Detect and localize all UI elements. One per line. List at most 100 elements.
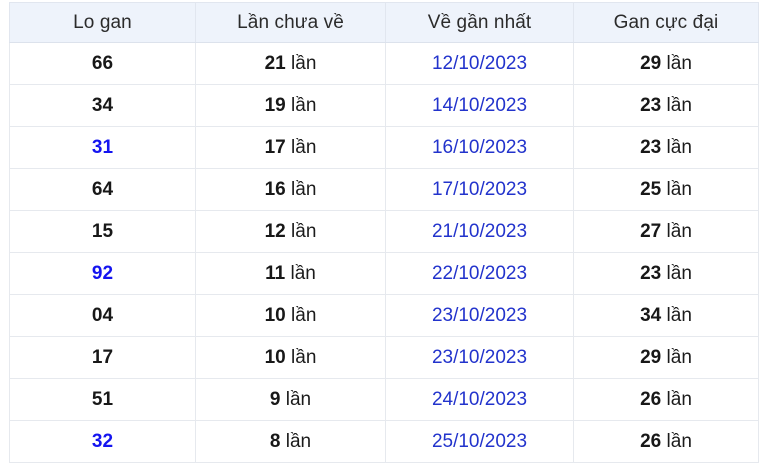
lan-chua-ve-count: 10 [264, 304, 286, 326]
column-header-lo-gan: Lo gan [9, 2, 196, 43]
unit-label: lần [666, 346, 692, 368]
cell-lan-chua-ve: 8 lần [195, 420, 386, 463]
ve-gan-nhat-date-link[interactable]: 12/10/2023 [431, 52, 528, 74]
table-body: 66 21 lần 12/10/2023 29 lần 34 19 lần 14/10/20… [9, 42, 759, 463]
table-row: 34 19 lần 14/10/2023 23 lần [9, 84, 759, 127]
table-row: 31 17 lần 16/10/2023 23 lần [9, 126, 759, 169]
gan-cuc-dai-count: 26 [640, 430, 662, 452]
cell-ve-gan-nhat[interactable]: 17/10/2023 [385, 168, 574, 211]
unit-label: lần [666, 94, 692, 116]
ve-gan-nhat-date-link[interactable]: 23/10/2023 [431, 304, 528, 326]
cell-ve-gan-nhat[interactable]: 23/10/2023 [385, 336, 574, 379]
cell-lan-chua-ve: 17 lần [195, 126, 386, 169]
table-row: 51 9 lần 24/10/2023 26 lần [9, 378, 759, 421]
table-row: 64 16 lần 17/10/2023 25 lần [9, 168, 759, 211]
cell-gan-cuc-dai: 29 lần [573, 336, 759, 379]
cell-gan-cuc-dai: 25 lần [573, 168, 759, 211]
cell-lan-chua-ve: 21 lần [195, 42, 386, 85]
ve-gan-nhat-date-link[interactable]: 25/10/2023 [431, 430, 528, 452]
gan-cuc-dai-count: 27 [640, 220, 662, 242]
ve-gan-nhat-date-link[interactable]: 22/10/2023 [431, 262, 528, 284]
cell-ve-gan-nhat[interactable]: 22/10/2023 [385, 252, 574, 295]
cell-gan-cuc-dai: 23 lần [573, 84, 759, 127]
cell-lo-gan: 32 [9, 420, 196, 463]
cell-ve-gan-nhat[interactable]: 12/10/2023 [385, 42, 574, 85]
lan-chua-ve-count: 19 [264, 94, 286, 116]
ve-gan-nhat-date-link[interactable]: 16/10/2023 [431, 136, 528, 158]
cell-gan-cuc-dai: 23 lần [573, 252, 759, 295]
column-header-gan-cuc-dai: Gan cực đại [573, 2, 759, 43]
lan-chua-ve-count: 17 [264, 136, 286, 158]
lo-gan-number: 51 [91, 388, 114, 410]
gan-cuc-dai-count: 34 [640, 304, 662, 326]
lan-chua-ve-count: 8 [269, 430, 281, 452]
ve-gan-nhat-date-link[interactable]: 23/10/2023 [431, 346, 528, 368]
unit-label: lần [285, 430, 312, 452]
cell-lo-gan: 04 [9, 294, 196, 337]
unit-label: lần [666, 262, 692, 284]
ve-gan-nhat-date-link[interactable]: 21/10/2023 [431, 220, 528, 242]
cell-lo-gan: 17 [9, 336, 196, 379]
lan-chua-ve-count: 9 [269, 388, 281, 410]
lo-gan-table-container: Lo gan Lần chưa về Về gần nhất Gan cực đ… [9, 2, 759, 463]
table-row: 15 12 lần 21/10/2023 27 lần [9, 210, 759, 253]
table-header-row: Lo gan Lần chưa về Về gần nhất Gan cực đ… [9, 2, 759, 43]
unit-label: lần [666, 52, 692, 74]
cell-ve-gan-nhat[interactable]: 24/10/2023 [385, 378, 574, 421]
cell-lo-gan: 64 [9, 168, 196, 211]
lo-gan-number: 32 [91, 430, 114, 452]
cell-ve-gan-nhat[interactable]: 21/10/2023 [385, 210, 574, 253]
unit-label: lần [291, 304, 317, 326]
gan-cuc-dai-count: 25 [640, 178, 662, 200]
cell-ve-gan-nhat[interactable]: 25/10/2023 [385, 420, 574, 463]
lo-gan-number: 66 [91, 52, 114, 74]
lan-chua-ve-count: 11 [265, 262, 286, 284]
unit-label: lần [291, 136, 317, 158]
cell-lo-gan: 34 [9, 84, 196, 127]
table-row: 32 8 lần 25/10/2023 26 lần [9, 420, 759, 463]
cell-lo-gan: 15 [9, 210, 196, 253]
ve-gan-nhat-date-link[interactable]: 17/10/2023 [431, 178, 528, 200]
cell-lan-chua-ve: 19 lần [195, 84, 386, 127]
column-header-ve-gan-nhat: Về gần nhất [385, 2, 574, 43]
table-row: 92 11 lần 22/10/2023 23 lần [9, 252, 759, 295]
cell-gan-cuc-dai: 26 lần [573, 420, 759, 463]
unit-label: lần [291, 346, 317, 368]
lan-chua-ve-count: 10 [264, 346, 286, 368]
lan-chua-ve-count: 12 [264, 220, 286, 242]
cell-gan-cuc-dai: 34 lần [573, 294, 759, 337]
lan-chua-ve-count: 16 [264, 178, 286, 200]
cell-lo-gan: 92 [9, 252, 196, 295]
cell-ve-gan-nhat[interactable]: 16/10/2023 [385, 126, 574, 169]
cell-ve-gan-nhat[interactable]: 23/10/2023 [385, 294, 574, 337]
lo-gan-number: 34 [91, 94, 114, 116]
cell-lo-gan: 51 [9, 378, 196, 421]
unit-label: lần [290, 262, 316, 284]
lo-gan-number: 31 [91, 136, 114, 158]
table-row: 66 21 lần 12/10/2023 29 lần [9, 42, 759, 85]
gan-cuc-dai-count: 29 [640, 52, 662, 74]
ve-gan-nhat-date-link[interactable]: 14/10/2023 [431, 94, 528, 116]
unit-label: lần [291, 52, 317, 74]
unit-label: lần [291, 178, 317, 200]
unit-label: lần [291, 94, 317, 116]
cell-gan-cuc-dai: 23 lần [573, 126, 759, 169]
ve-gan-nhat-date-link[interactable]: 24/10/2023 [431, 388, 528, 410]
cell-lo-gan: 66 [9, 42, 196, 85]
cell-ve-gan-nhat[interactable]: 14/10/2023 [385, 84, 574, 127]
lan-chua-ve-count: 21 [264, 52, 286, 74]
cell-lan-chua-ve: 16 lần [195, 168, 386, 211]
lo-gan-statistics-table: Lo gan Lần chưa về Về gần nhất Gan cực đ… [9, 2, 759, 463]
unit-label: lần [666, 178, 692, 200]
gan-cuc-dai-count: 23 [640, 136, 662, 158]
gan-cuc-dai-count: 29 [640, 346, 662, 368]
gan-cuc-dai-count: 26 [640, 388, 662, 410]
cell-lan-chua-ve: 11 lần [195, 252, 386, 295]
lo-gan-number: 64 [91, 178, 114, 200]
table-row: 17 10 lần 23/10/2023 29 lần [9, 336, 759, 379]
unit-label: lần [666, 304, 692, 326]
gan-cuc-dai-count: 23 [640, 94, 662, 116]
lo-gan-number: 17 [91, 346, 114, 368]
unit-label: lần [291, 220, 317, 242]
